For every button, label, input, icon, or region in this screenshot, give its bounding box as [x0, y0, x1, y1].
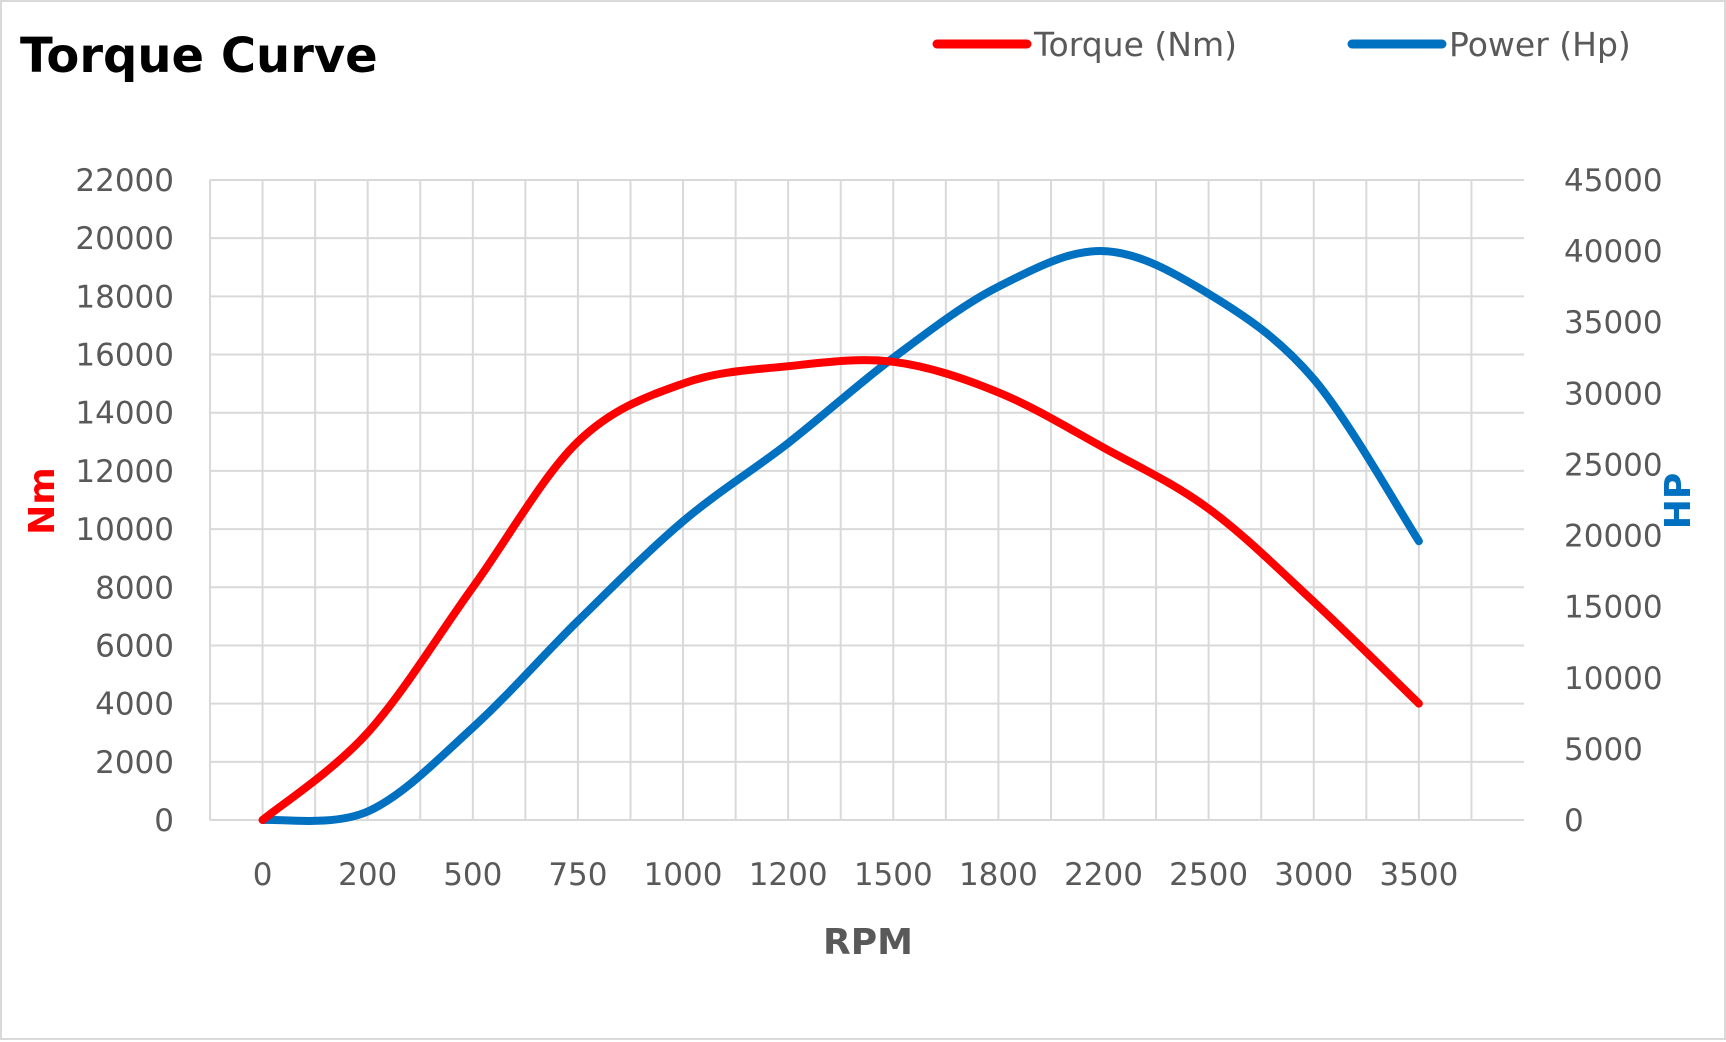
right-tick-label: 0 [1564, 803, 1584, 839]
x-tick-label: 200 [338, 857, 397, 893]
series-lines [258, 247, 1423, 825]
x-tick-label: 1800 [959, 857, 1038, 893]
power-series-line [258, 247, 1423, 825]
right-axis-title: HP [1658, 473, 1699, 530]
x-tick-label: 750 [548, 857, 607, 893]
chart-title: Torque Curve [20, 28, 378, 84]
x-axis-title: RPM [823, 922, 913, 963]
right-tick-label: 45000 [1564, 163, 1663, 199]
left-axis-ticks: 0 2000 4000 6000 8000 10000 12000 14000 16000 180… [75, 163, 174, 839]
x-tick-label: 1000 [644, 857, 723, 893]
right-tick-label: 20000 [1564, 519, 1663, 555]
left-tick-label: 14000 [75, 396, 174, 432]
legend-item-power[interactable]: Power (Hp) [1347, 25, 1631, 64]
left-tick-label: 6000 [95, 628, 174, 664]
right-axis-ticks: 0 5000 10000 15000 20000 25000 30000 35000 40000… [1564, 163, 1663, 839]
right-tick-label: 25000 [1564, 447, 1663, 483]
x-tick-label: 2500 [1169, 857, 1248, 893]
right-tick-label: 35000 [1564, 305, 1663, 341]
legend-item-torque[interactable]: Torque (Nm) [932, 25, 1237, 64]
x-axis-ticks: 0 200 500 750 1000 1200 1500 1800 2200 2500 3000 35… [253, 857, 1459, 893]
legend-label-torque: Torque (Nm) [1033, 25, 1237, 64]
right-tick-label: 30000 [1564, 376, 1663, 412]
left-tick-label: 16000 [75, 338, 174, 374]
x-tick-label: 3500 [1379, 857, 1458, 893]
x-tick-label: 2200 [1064, 857, 1143, 893]
left-tick-label: 12000 [75, 454, 174, 490]
x-tick-label: 3000 [1274, 857, 1353, 893]
legend: Torque (Nm) Power (Hp) [932, 25, 1631, 64]
left-tick-label: 18000 [75, 279, 174, 315]
left-tick-label: 4000 [95, 687, 174, 723]
left-tick-label: 10000 [75, 512, 174, 548]
x-tick-label: 500 [443, 857, 502, 893]
left-tick-label: 8000 [95, 570, 174, 606]
left-tick-label: 20000 [75, 221, 174, 257]
left-tick-label: 22000 [75, 163, 174, 199]
x-tick-label: 0 [253, 857, 273, 893]
left-axis-title: Nm [22, 467, 63, 535]
legend-label-power: Power (Hp) [1449, 25, 1631, 64]
gridlines [209, 179, 1524, 821]
right-tick-label: 10000 [1564, 661, 1663, 697]
right-tick-label: 5000 [1564, 732, 1643, 768]
x-tick-label: 1500 [854, 857, 933, 893]
right-tick-label: 40000 [1564, 234, 1663, 270]
torque-series-line [258, 356, 1423, 824]
left-tick-label: 0 [154, 803, 174, 839]
x-tick-label: 1200 [749, 857, 828, 893]
right-tick-label: 15000 [1564, 590, 1663, 626]
left-tick-label: 2000 [95, 745, 174, 781]
